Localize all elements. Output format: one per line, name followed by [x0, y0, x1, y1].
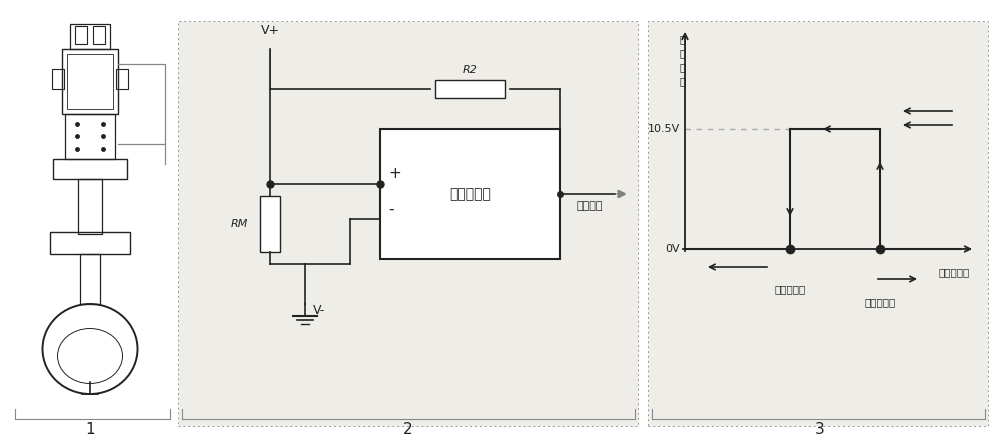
Text: +: + — [388, 166, 401, 181]
Text: 1: 1 — [85, 422, 95, 437]
Text: 离地力阈值: 离地力阈值 — [774, 284, 806, 294]
Text: 电: 电 — [680, 62, 686, 72]
Bar — [62, 49, 118, 114]
Text: V-: V- — [313, 304, 325, 317]
Text: 10.5V: 10.5V — [648, 124, 680, 134]
Bar — [80, 254, 100, 304]
Bar — [178, 21, 638, 426]
Text: RM: RM — [231, 219, 248, 229]
Text: -: - — [388, 202, 394, 217]
Text: 出: 出 — [680, 48, 686, 58]
Bar — [65, 114, 115, 159]
Text: 2: 2 — [403, 422, 413, 437]
Text: 平: 平 — [680, 76, 686, 86]
Text: 电压比较器: 电压比较器 — [449, 187, 491, 201]
Text: 0V: 0V — [665, 244, 680, 254]
Text: V+: V+ — [260, 24, 280, 37]
Text: 地面接触力: 地面接触力 — [939, 267, 970, 277]
Bar — [70, 24, 110, 49]
Text: R2: R2 — [463, 65, 477, 75]
Bar — [53, 159, 127, 179]
Bar — [435, 80, 505, 98]
Text: 触地力阈值: 触地力阈值 — [864, 297, 896, 307]
Bar — [50, 232, 130, 254]
Bar — [67, 54, 113, 109]
Text: 3: 3 — [815, 422, 825, 437]
Bar — [260, 196, 280, 252]
Bar — [116, 69, 128, 89]
Bar — [648, 21, 988, 426]
Bar — [52, 69, 64, 89]
Text: 输: 输 — [680, 34, 686, 44]
Text: 输出信号: 输出信号 — [577, 201, 603, 211]
Bar — [380, 129, 560, 259]
Bar — [78, 179, 102, 234]
Bar — [75, 26, 87, 44]
Bar — [93, 26, 105, 44]
